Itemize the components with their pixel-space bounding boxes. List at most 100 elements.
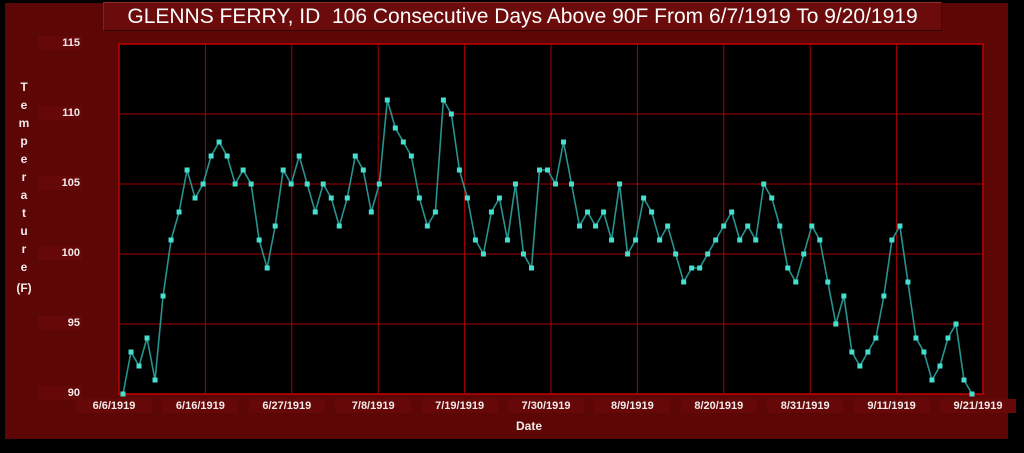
y-axis-label-letter: a (20, 188, 28, 202)
data-point-marker (729, 209, 735, 215)
x-tick-label: 6/6/1919 (76, 399, 152, 413)
data-point-marker (929, 377, 935, 383)
data-point-marker (288, 181, 294, 187)
data-point-marker (384, 97, 390, 103)
data-point-marker (136, 363, 142, 369)
data-point-marker (745, 223, 751, 229)
data-point-marker (681, 279, 687, 285)
data-point-marker (424, 223, 430, 229)
data-point-marker (392, 125, 398, 131)
data-point-marker (777, 223, 783, 229)
data-point-marker (561, 139, 567, 145)
data-point-marker (200, 181, 206, 187)
data-point-marker (304, 181, 310, 187)
data-point-marker (168, 237, 174, 243)
data-point-marker (961, 377, 967, 383)
data-point-marker (432, 209, 438, 215)
data-point-marker (577, 223, 583, 229)
x-tick-label: 8/20/1919 (680, 399, 757, 413)
data-point-marker (673, 251, 679, 257)
y-axis-unit: (F) (16, 281, 32, 295)
data-point-marker (264, 265, 270, 271)
x-tick-label: 9/21/1919 (940, 399, 1016, 413)
data-point-marker (633, 237, 639, 243)
data-point-marker (897, 223, 903, 229)
y-axis-label-letter: T (20, 80, 28, 94)
data-point-marker (873, 335, 879, 341)
y-tick-label: 100 (38, 246, 82, 260)
data-point-marker (152, 377, 158, 383)
data-point-marker (160, 293, 166, 299)
data-point-marker (336, 223, 342, 229)
data-point-marker (761, 181, 767, 187)
y-tick-label: 110 (38, 106, 82, 120)
data-point-marker (817, 237, 823, 243)
y-axis-label-letter: r (21, 170, 27, 184)
data-point-marker (545, 167, 550, 173)
data-point-marker (553, 181, 559, 187)
data-point-marker (569, 181, 575, 187)
data-point-marker (833, 321, 839, 327)
data-point-marker (649, 209, 655, 215)
data-point-marker (120, 391, 126, 397)
data-point-marker (320, 181, 326, 187)
data-point-marker (512, 181, 518, 187)
data-point-marker (753, 237, 759, 243)
data-point-marker (737, 237, 743, 243)
y-axis-label-letter: e (20, 98, 28, 112)
x-tick-label: 9/11/1919 (853, 399, 930, 413)
data-point-marker (825, 279, 831, 285)
data-point-marker (240, 167, 246, 173)
data-point-marker (721, 223, 727, 229)
data-point-marker (256, 237, 262, 243)
data-point-marker (881, 293, 887, 299)
data-point-marker (248, 181, 254, 187)
y-axis-label-letter: u (20, 224, 28, 238)
data-point-marker (601, 209, 607, 215)
data-point-marker (440, 97, 446, 103)
data-point-marker (416, 195, 422, 201)
data-point-marker (937, 363, 943, 369)
x-tick-label: 8/9/1919 (594, 399, 671, 413)
data-point-marker (480, 251, 486, 257)
data-point-marker (849, 349, 855, 355)
x-tick-label: 8/31/1919 (767, 399, 844, 413)
y-tick-label: 115 (38, 36, 82, 50)
plot-border (118, 43, 984, 395)
data-point-marker (969, 391, 975, 397)
data-point-marker (913, 335, 919, 341)
chart-title: GLENNS FERRY, ID 106 Consecutive Days Ab… (103, 2, 942, 31)
x-tick-label: 7/8/1919 (335, 399, 412, 413)
data-point-marker (176, 209, 182, 215)
data-point-marker (809, 223, 815, 229)
data-point-marker (128, 349, 134, 355)
data-point-marker (801, 251, 807, 257)
data-point-marker (921, 349, 927, 355)
data-point-marker (368, 209, 374, 215)
data-point-marker (488, 209, 494, 215)
data-point-marker (889, 237, 895, 243)
data-point-marker (272, 223, 278, 229)
data-point-marker (625, 251, 631, 257)
data-point-marker (905, 279, 911, 285)
y-axis-label-letter: p (20, 134, 28, 148)
data-point-marker (400, 139, 406, 145)
data-point-marker (296, 153, 302, 159)
data-point-marker (657, 237, 663, 243)
data-point-marker (697, 265, 703, 271)
data-point-marker (144, 335, 150, 341)
x-tick-label: 6/27/1919 (248, 399, 325, 413)
data-point-marker (376, 181, 382, 187)
y-axis-label-letter: t (22, 206, 26, 220)
y-tick-label: 95 (38, 316, 82, 330)
data-point-marker (184, 167, 190, 173)
data-point-marker (504, 237, 510, 243)
data-point-marker (520, 251, 526, 257)
data-point-marker (689, 265, 695, 271)
data-point-marker (793, 279, 799, 285)
y-tick-label: 90 (38, 386, 82, 400)
data-point-marker (593, 223, 599, 229)
